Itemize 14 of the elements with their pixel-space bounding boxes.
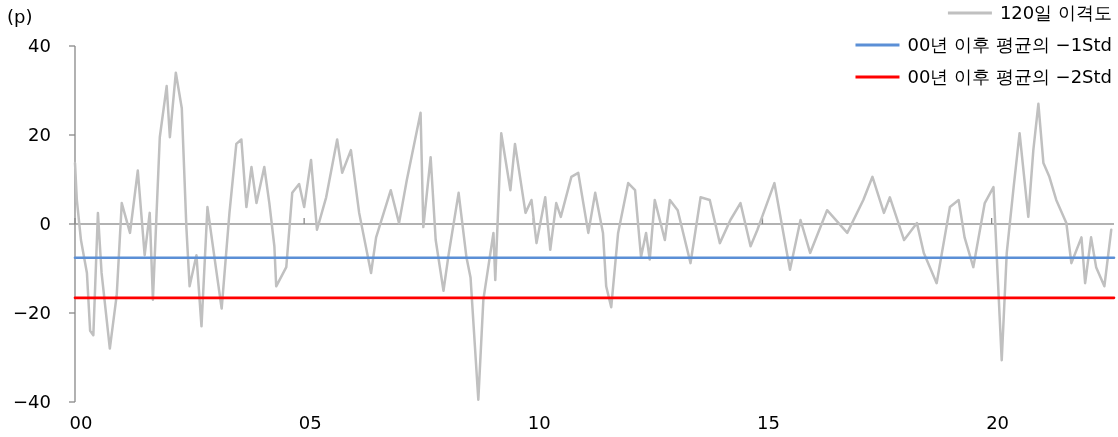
- y-tick-label: 20: [28, 124, 51, 145]
- x-tick-label: 10: [527, 412, 551, 433]
- legend-label: 00년 이후 평균의 −2Std: [907, 66, 1112, 87]
- y-axis-title: (p): [7, 6, 33, 27]
- y-tick-label: −20: [13, 302, 51, 323]
- x-tick-label: 05: [298, 412, 322, 433]
- y-tick-label: −40: [13, 391, 51, 412]
- y-tick-label: 0: [39, 213, 51, 234]
- x-tick-label: 00: [69, 412, 93, 433]
- y-tick-label: 40: [28, 35, 51, 56]
- x-tick-label: 15: [757, 412, 780, 433]
- x-tick-label: 20: [986, 412, 1010, 433]
- legend-label: 00년 이후 평균의 −1Std: [907, 34, 1112, 55]
- legend-label: 120일 이격도: [999, 2, 1112, 23]
